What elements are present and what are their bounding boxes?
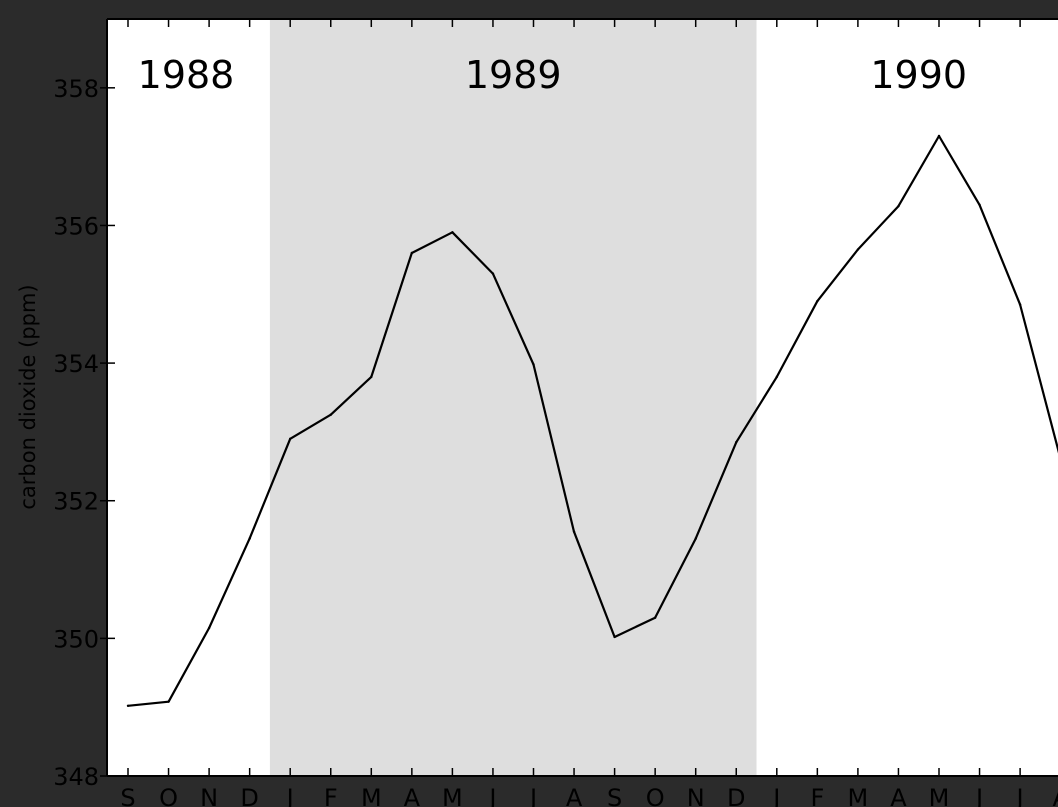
x-tick-label-21: J xyxy=(974,784,983,807)
x-tick-label-19: A xyxy=(890,784,907,807)
x-tick-label-16: J xyxy=(771,784,780,807)
data-point-17 xyxy=(816,299,819,303)
x-tick-label-8: M xyxy=(442,784,463,807)
x-tick-label-1: O xyxy=(159,784,178,807)
x-tick-label-2: N xyxy=(200,784,218,807)
data-point-16 xyxy=(775,375,778,379)
y-tick-label-2: 352 xyxy=(53,488,99,516)
data-point-11 xyxy=(572,530,576,533)
data-point-1 xyxy=(167,700,170,703)
data-point-2 xyxy=(207,626,211,630)
x-tick-label-20: M xyxy=(929,784,950,807)
x-tick-label-17: F xyxy=(810,784,824,807)
data-point-14 xyxy=(694,537,697,540)
data-point-0 xyxy=(126,704,130,708)
year-label-0: 1988 xyxy=(138,53,235,97)
x-tick-label-3: D xyxy=(240,784,258,807)
data-point-3 xyxy=(248,537,251,540)
x-tick-label-23: A xyxy=(1052,784,1058,807)
x-tick-label-10: J xyxy=(528,784,537,807)
y-tick-label-1: 350 xyxy=(53,625,99,653)
data-point-18 xyxy=(856,248,860,251)
x-tick-label-0: S xyxy=(120,784,135,807)
year-shading xyxy=(269,19,757,776)
data-point-4 xyxy=(289,437,292,440)
data-point-9 xyxy=(491,272,495,275)
data-point-7 xyxy=(410,251,414,255)
x-tick-label-6: M xyxy=(361,784,382,807)
x-tick-label-9: J xyxy=(487,784,496,807)
year-label-1: 1989 xyxy=(465,53,562,97)
x-tick-label-15: D xyxy=(727,784,745,807)
x-tick-label-22: J xyxy=(1015,784,1024,807)
data-point-10 xyxy=(532,363,535,366)
x-tick-label-18: M xyxy=(848,784,869,807)
data-point-21 xyxy=(978,203,981,207)
year-label-2: 1990 xyxy=(870,53,967,97)
data-points xyxy=(126,134,1022,708)
x-tick-label-5: F xyxy=(324,784,338,807)
axes xyxy=(106,18,1058,777)
x-tick-label-11: A xyxy=(566,784,583,807)
x-tick-label-7: A xyxy=(404,784,421,807)
data-point-12 xyxy=(613,635,616,639)
data-point-19 xyxy=(897,204,900,208)
year-shade-1 xyxy=(269,19,757,776)
x-ticks: SONDJFMAMJJASONDJFMAMJJA xyxy=(120,19,1058,807)
series-line-co2 xyxy=(127,134,1058,707)
data-point-5 xyxy=(329,413,332,416)
x-tick-label-13: O xyxy=(646,784,665,807)
y-tick-label-5: 358 xyxy=(53,75,99,103)
y-tick-label-4: 356 xyxy=(53,212,99,240)
data-point-15 xyxy=(735,441,738,444)
y-tick-label-0: 348 xyxy=(53,763,99,791)
data-point-8 xyxy=(451,231,454,234)
x-tick-label-4: J xyxy=(285,784,294,807)
data-point-6 xyxy=(370,375,373,379)
x-tick-label-12: S xyxy=(607,784,622,807)
data-point-20 xyxy=(937,134,941,138)
x-tick-label-14: N xyxy=(687,784,705,807)
data-point-13 xyxy=(653,616,657,619)
y-tick-label-3: 354 xyxy=(53,350,99,378)
year-labels: 1988 1989 1990 xyxy=(138,53,967,97)
data-point-22 xyxy=(1018,303,1022,306)
y-ticks: 348 350 352 354 356 358 xyxy=(53,75,115,791)
y-axis-label: carbon dioxide (ppm) xyxy=(16,284,40,509)
